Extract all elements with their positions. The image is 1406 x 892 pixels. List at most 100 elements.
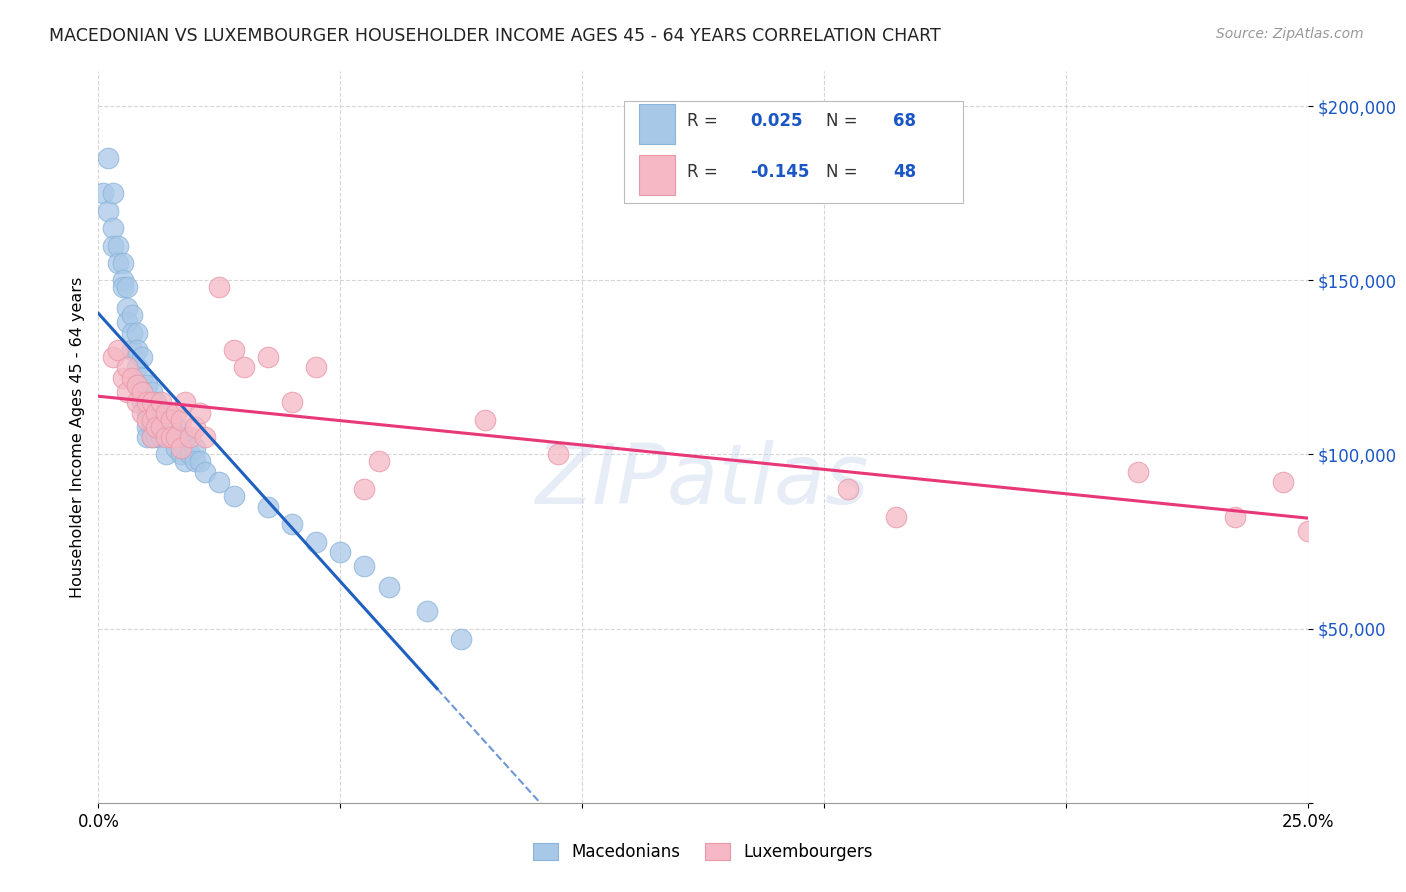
Text: ZIPatlas: ZIPatlas (536, 441, 870, 522)
Point (184, 454, 207, 468)
FancyBboxPatch shape (624, 101, 963, 203)
Point (117, 280, 139, 294)
FancyBboxPatch shape (638, 155, 675, 195)
Point (305, 360, 328, 375)
Point (141, 412, 163, 426)
Point (188, 454, 211, 468)
Point (127, 377, 149, 392)
Text: 68: 68 (893, 112, 915, 129)
Point (97, 152, 120, 166)
Point (135, 395, 157, 409)
Point (107, 256, 129, 270)
Point (165, 441, 187, 455)
Point (117, 301, 139, 316)
Point (353, 483, 375, 497)
Point (150, 406, 173, 420)
Point (179, 430, 201, 444)
Point (1296, 524, 1319, 538)
Point (131, 371, 153, 385)
Point (150, 419, 173, 434)
Point (174, 454, 197, 468)
Point (145, 419, 167, 434)
Point (1223, 510, 1246, 524)
Point (127, 360, 149, 375)
Point (169, 448, 191, 462)
Point (1128, 465, 1150, 479)
Text: MACEDONIAN VS LUXEMBOURGER HOUSEHOLDER INCOME AGES 45 - 64 YEARS CORRELATION CHA: MACEDONIAN VS LUXEMBOURGER HOUSEHOLDER I… (49, 27, 941, 45)
Point (169, 430, 191, 444)
Point (117, 360, 139, 375)
Point (305, 534, 328, 549)
Text: R =: R = (688, 162, 723, 181)
Point (141, 384, 163, 399)
Point (155, 430, 177, 444)
Text: N =: N = (827, 162, 863, 181)
Point (165, 406, 187, 420)
Point (160, 412, 183, 426)
Point (155, 448, 177, 462)
Point (160, 412, 183, 426)
Text: 48: 48 (893, 162, 915, 181)
Point (107, 343, 129, 357)
Point (141, 395, 163, 409)
Point (179, 448, 201, 462)
Point (121, 371, 143, 385)
Point (184, 419, 207, 434)
Point (121, 308, 143, 322)
Point (329, 545, 352, 559)
Point (111, 280, 134, 294)
Point (222, 343, 245, 357)
Point (169, 412, 191, 426)
Point (256, 350, 278, 364)
Point (353, 558, 375, 573)
Point (127, 377, 149, 392)
Point (169, 441, 191, 455)
Point (155, 406, 177, 420)
Point (91, 186, 114, 201)
Point (141, 406, 163, 420)
Point (150, 395, 173, 409)
Point (97, 203, 120, 218)
Point (127, 326, 149, 340)
Point (145, 406, 167, 420)
Point (111, 273, 134, 287)
Point (127, 395, 149, 409)
Text: R =: R = (688, 112, 723, 129)
Point (135, 406, 157, 420)
Point (174, 395, 197, 409)
Point (111, 371, 134, 385)
Point (135, 430, 157, 444)
Point (208, 475, 231, 490)
Point (101, 238, 124, 252)
Point (160, 430, 183, 444)
Point (160, 419, 183, 434)
Point (474, 412, 496, 426)
Point (450, 632, 472, 646)
Y-axis label: Householder Income Ages 45 - 64 years: Householder Income Ages 45 - 64 years (69, 277, 84, 598)
Point (111, 256, 134, 270)
Point (547, 448, 569, 462)
Point (194, 465, 217, 479)
Point (208, 280, 231, 294)
Point (101, 221, 124, 235)
Point (131, 395, 153, 409)
Point (121, 343, 143, 357)
Point (256, 500, 278, 514)
Point (131, 406, 153, 420)
Point (165, 419, 187, 434)
Text: Source: ZipAtlas.com: Source: ZipAtlas.com (1216, 27, 1364, 41)
Point (155, 419, 177, 434)
Point (145, 395, 167, 409)
Point (135, 419, 157, 434)
FancyBboxPatch shape (638, 103, 675, 144)
Text: -0.145: -0.145 (751, 162, 810, 181)
Point (281, 395, 304, 409)
Point (837, 483, 859, 497)
Point (145, 412, 167, 426)
Point (150, 430, 173, 444)
Point (145, 419, 167, 434)
Point (135, 395, 157, 409)
Point (131, 384, 153, 399)
Point (155, 412, 177, 426)
Point (368, 454, 391, 468)
